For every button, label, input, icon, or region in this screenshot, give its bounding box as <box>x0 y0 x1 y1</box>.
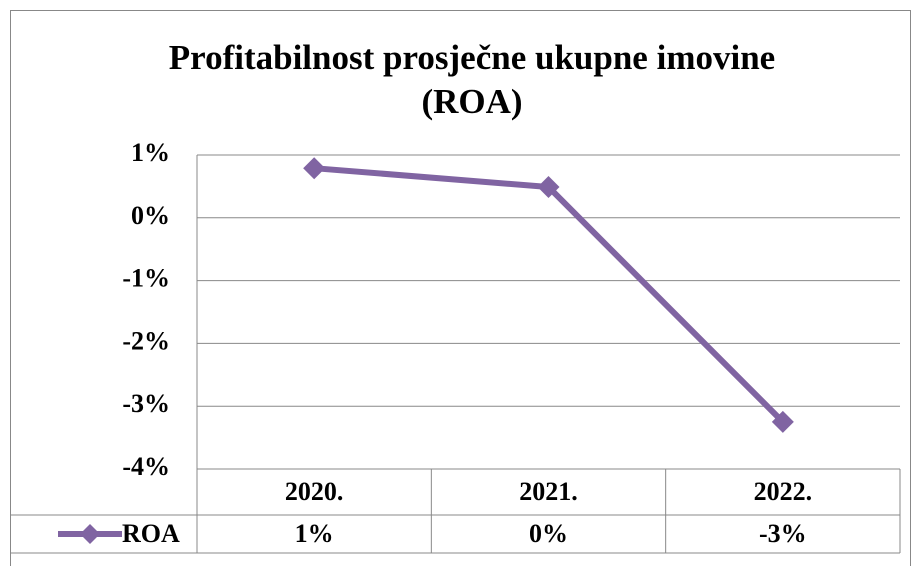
y-tick-label: 1% <box>131 138 170 167</box>
chart-title: Profitabilnost prosječne ukupne imovine … <box>168 38 776 121</box>
data-point <box>771 410 794 433</box>
series-line <box>313 165 785 425</box>
y-tick-label: -1% <box>122 264 170 293</box>
y-tick-label: -3% <box>122 389 170 418</box>
y-tick-label: 0% <box>131 201 170 230</box>
data-label: 1% <box>295 519 334 548</box>
legend-marker <box>80 524 100 544</box>
chart-border <box>10 10 911 566</box>
y-tick-label: -4% <box>122 452 170 481</box>
data-point <box>537 176 560 199</box>
data-point <box>303 157 326 180</box>
data-label: -3% <box>759 519 807 548</box>
y-tick-label: -2% <box>122 326 170 355</box>
data-label: 0% <box>529 519 568 548</box>
x-tick-label: 2022. <box>754 477 813 506</box>
x-tick-label: 2020. <box>285 477 344 506</box>
x-tick-label: 2021. <box>519 477 578 506</box>
legend-label: ROA <box>122 519 180 548</box>
